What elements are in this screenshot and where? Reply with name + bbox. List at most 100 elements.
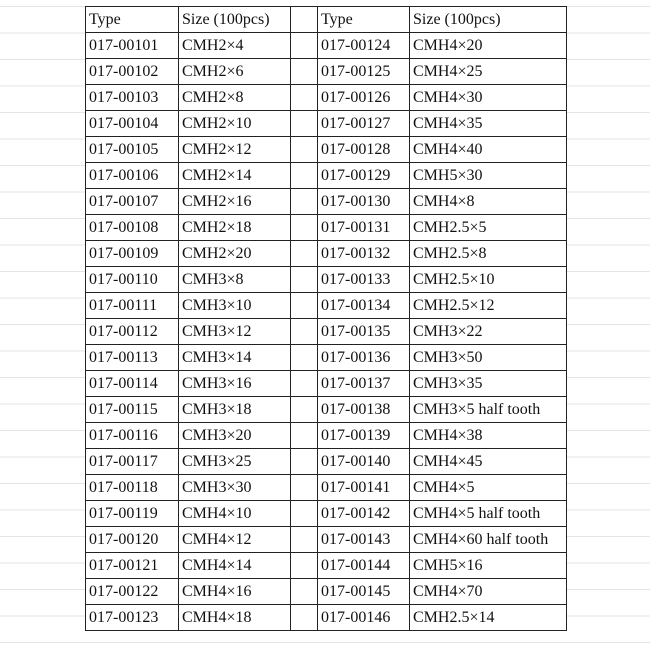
type-cell-left: 017-00110	[85, 266, 179, 293]
spacer-cell	[290, 6, 318, 33]
size-cell-left: CMH3×18	[178, 396, 291, 423]
size-cell-left: CMH4×16	[178, 578, 291, 605]
size-cell-left: CMH3×30	[178, 474, 291, 501]
size-cell-right: CMH4×40	[409, 136, 567, 163]
spacer-cell	[290, 266, 318, 293]
size-cell-left: CMH2×14	[178, 162, 291, 189]
type-cell-left: 017-00113	[85, 344, 179, 371]
size-cell-right: CMH2.5×8	[409, 240, 567, 267]
type-cell-right: 017-00126	[317, 84, 410, 111]
type-cell-left: 017-00103	[85, 84, 179, 111]
type-cell-left: 017-00101	[85, 32, 179, 59]
header-size-right: Size (100pcs)	[409, 6, 567, 33]
size-cell-left: CMH3×25	[178, 448, 291, 475]
spacer-cell	[290, 292, 318, 319]
size-cell-left: CMH3×10	[178, 292, 291, 319]
type-cell-right: 017-00127	[317, 110, 410, 137]
size-cell-left: CMH3×20	[178, 422, 291, 449]
size-cell-left: CMH2×20	[178, 240, 291, 267]
type-cell-left: 017-00122	[85, 578, 179, 605]
size-cell-right: CMH4×5	[409, 474, 567, 501]
type-cell-left: 017-00111	[85, 292, 179, 319]
size-cell-left: CMH2×12	[178, 136, 291, 163]
size-cell-right: CMH4×35	[409, 110, 567, 137]
spacer-cell	[290, 552, 318, 579]
spacer-cell	[290, 188, 318, 215]
size-cell-right: CMH2.5×10	[409, 266, 567, 293]
size-cell-right: CMH4×25	[409, 58, 567, 85]
spacer-cell	[290, 136, 318, 163]
size-cell-left: CMH3×16	[178, 370, 291, 397]
spacer-cell	[290, 474, 318, 501]
spacer-cell	[290, 162, 318, 189]
size-cell-left: CMH4×12	[178, 526, 291, 553]
table-row: 017-00111 CMH3×10 017-00134 CMH2.5×12	[85, 292, 567, 319]
spacer-cell	[290, 604, 318, 631]
spacer-cell	[290, 448, 318, 475]
size-cell-right: CMH5×30	[409, 162, 567, 189]
table-row: 017-00106 CMH2×14 017-00129 CMH5×30	[85, 162, 567, 189]
size-cell-right: CMH4×70	[409, 578, 567, 605]
header-type-right: Type	[317, 6, 410, 33]
type-cell-right: 017-00128	[317, 136, 410, 163]
size-cell-left: CMH2×4	[178, 32, 291, 59]
size-cell-right: CMH5×16	[409, 552, 567, 579]
table-row: 017-00101 CMH2×4 017-00124 CMH4×20	[85, 32, 567, 59]
spacer-cell	[290, 32, 318, 59]
type-cell-right: 017-00143	[317, 526, 410, 553]
type-cell-right: 017-00129	[317, 162, 410, 189]
table-row: 017-00107 CMH2×16 017-00130 CMH4×8	[85, 188, 567, 215]
type-cell-left: 017-00123	[85, 604, 179, 631]
type-cell-left: 017-00109	[85, 240, 179, 267]
type-cell-right: 017-00137	[317, 370, 410, 397]
table-row: 017-00116 CMH3×20 017-00139 CMH4×38	[85, 422, 567, 449]
table-row: 017-00108 CMH2×18 017-00131 CMH2.5×5	[85, 214, 567, 241]
type-cell-right: 017-00125	[317, 58, 410, 85]
type-cell-right: 017-00124	[317, 32, 410, 59]
size-cell-right: CMH4×8	[409, 188, 567, 215]
spacer-cell	[290, 422, 318, 449]
table-row: 017-00122 CMH4×16 017-00145 CMH4×70	[85, 578, 567, 605]
table-row: 017-00114 CMH3×16 017-00137 CMH3×35	[85, 370, 567, 397]
type-cell-left: 017-00107	[85, 188, 179, 215]
type-cell-right: 017-00132	[317, 240, 410, 267]
spacer-cell	[290, 526, 318, 553]
size-cell-right: CMH2.5×14	[409, 604, 567, 631]
type-cell-left: 017-00119	[85, 500, 179, 527]
type-cell-right: 017-00135	[317, 318, 410, 345]
type-cell-right: 017-00131	[317, 214, 410, 241]
type-cell-right: 017-00130	[317, 188, 410, 215]
table-row: 017-00104 CMH2×10 017-00127 CMH4×35	[85, 110, 567, 137]
size-cell-right: CMH3×50	[409, 344, 567, 371]
size-cell-right: CMH3×5 half tooth	[409, 396, 567, 423]
size-cell-right: CMH4×38	[409, 422, 567, 449]
table-row: 017-00110 CMH3×8 017-00133 CMH2.5×10	[85, 266, 567, 293]
size-cell-right: CMH2.5×5	[409, 214, 567, 241]
type-cell-right: 017-00133	[317, 266, 410, 293]
spacer-cell	[290, 84, 318, 111]
size-cell-left: CMH4×14	[178, 552, 291, 579]
spacer-cell	[290, 110, 318, 137]
size-cell-left: CMH2×8	[178, 84, 291, 111]
parts-table: Type Size (100pcs) Type Size (100pcs) 01…	[85, 6, 567, 631]
table-row: 017-00120 CMH4×12 017-00143 CMH4×60 half to…	[85, 526, 567, 553]
spacer-cell	[290, 240, 318, 267]
table-row: 017-00117 CMH3×25 017-00140 CMH4×45	[85, 448, 567, 475]
type-cell-right: 017-00144	[317, 552, 410, 579]
spacer-cell	[290, 318, 318, 345]
spacer-cell	[290, 500, 318, 527]
table-row: 017-00112 CMH3×12 017-00135 CMH3×22	[85, 318, 567, 345]
size-cell-left: CMH2×18	[178, 214, 291, 241]
header-row: Type Size (100pcs) Type Size (100pcs)	[85, 6, 567, 33]
type-cell-left: 017-00120	[85, 526, 179, 553]
size-cell-right: CMH4×60 half tooth	[409, 526, 567, 553]
type-cell-right: 017-00141	[317, 474, 410, 501]
table-row: 017-00118 CMH3×30 017-00141 CMH4×5	[85, 474, 567, 501]
size-cell-left: CMH3×8	[178, 266, 291, 293]
table-row: 017-00123 CMH4×18 017-00146 CMH2.5×14	[85, 604, 567, 631]
type-cell-left: 017-00115	[85, 396, 179, 423]
size-cell-right: CMH4×20	[409, 32, 567, 59]
type-cell-left: 017-00108	[85, 214, 179, 241]
table-row: 017-00103 CMH2×8 017-00126 CMH4×30	[85, 84, 567, 111]
size-cell-left: CMH4×18	[178, 604, 291, 631]
